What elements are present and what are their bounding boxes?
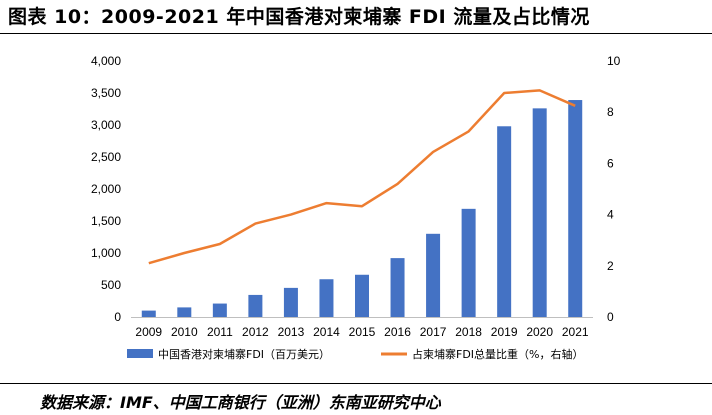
bar (283, 287, 298, 317)
y-left-tick-label: 2,500 (91, 150, 121, 164)
y-right-tick-label: 4 (607, 208, 614, 222)
x-tick-label: 2019 (491, 325, 518, 339)
y-right-tick-label: 10 (607, 54, 621, 68)
x-tick-label: 2014 (313, 325, 340, 339)
bar (497, 126, 512, 317)
bar (212, 303, 227, 317)
bar (568, 100, 583, 317)
x-tick-label: 2020 (526, 325, 553, 339)
bar (461, 208, 476, 317)
x-tick-label: 2021 (562, 325, 589, 339)
y-left-tick-label: 3,000 (91, 118, 121, 132)
bar (390, 258, 405, 317)
x-tick-label: 2016 (384, 325, 411, 339)
combo-chart: 0 500 1,000 1,500 2,000 2,500 3,000 3,500 4,000 0… (91, 54, 621, 361)
y-right-tick-label: 2 (607, 259, 614, 273)
x-tick-label: 2010 (171, 325, 198, 339)
ratio-line (148, 89, 576, 265)
bar (532, 108, 547, 317)
bar (141, 310, 156, 317)
y-left-tick-label: 4,000 (91, 54, 121, 68)
x-tick-label: 2011 (207, 325, 233, 339)
y-right-tick-label: 0 (607, 310, 614, 324)
bar (248, 294, 263, 317)
legend-label-bar: 中国香港对柬埔寨FDI（百万美元） (158, 347, 330, 361)
y-left-tick-label: 0 (114, 310, 121, 324)
chart-title: 图表 10：2009-2021 年中国香港对柬埔寨 FDI 流量及占比情况 (8, 6, 590, 28)
bar (426, 233, 441, 317)
y-left-tick-label: 500 (101, 278, 121, 292)
bar (177, 307, 192, 317)
y-right-tick-label: 8 (607, 105, 614, 119)
bar (355, 274, 369, 317)
y-right-tick-label: 6 (607, 156, 614, 170)
legend-swatch-bar (127, 349, 153, 358)
x-tick-label: 2009 (135, 325, 162, 339)
y-left-tick-label: 1,500 (91, 214, 121, 228)
legend-label-line: 占柬埔寨FDI总量比重（%，右轴） (412, 347, 584, 361)
y-left-tick-label: 2,000 (91, 182, 121, 196)
y-left-tick-label: 3,500 (91, 86, 121, 100)
x-tick-label: 2012 (242, 325, 269, 339)
y-left-tick-label: 1,000 (91, 246, 121, 260)
x-tick-label: 2017 (420, 325, 447, 339)
x-tick-label: 2013 (278, 325, 305, 339)
x-tick-label: 2015 (349, 325, 376, 339)
source-note: 数据来源：IMF、中国工商银行（亚洲）东南亚研究中心 (40, 393, 441, 412)
source-divider (0, 383, 712, 384)
title-divider (0, 33, 712, 34)
x-tick-label: 2018 (455, 325, 482, 339)
bar (319, 279, 334, 317)
